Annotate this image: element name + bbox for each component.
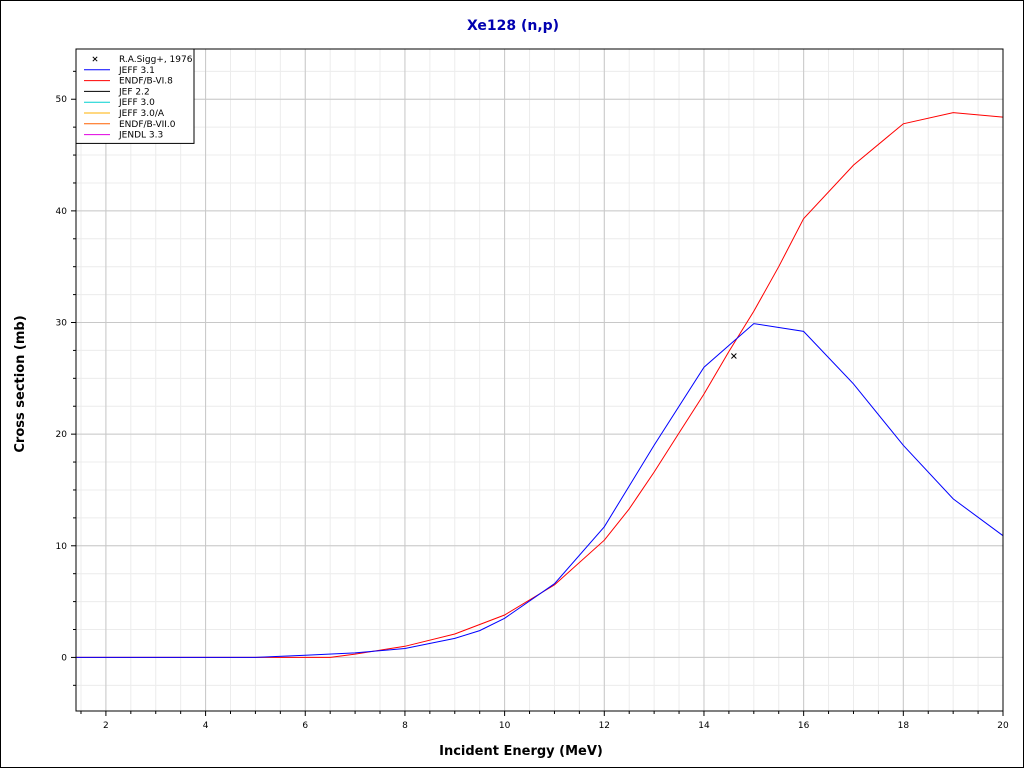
plot-border [75, 48, 1004, 712]
legend-item: ENDF/B-VII.0 [84, 120, 176, 130]
x-tick-label: 16 [798, 721, 810, 731]
plot-area [76, 49, 1003, 711]
legend-item: R.A.Sigg+, 1976 [92, 55, 193, 65]
series-layer [76, 112, 1004, 658]
legend-item: JEFF 3.0/A [84, 109, 165, 119]
x-tick-label: 14 [698, 721, 710, 731]
y-axis-ticks: 0 10 20 30 40 50 [56, 70, 76, 686]
y-tick-label: 50 [56, 95, 68, 105]
series-line-endf-b-vi-8 [76, 112, 1004, 658]
legend-label: JEFF 3.0/A [118, 109, 165, 119]
legend-label: JEFF 3.1 [118, 66, 155, 76]
y-tick-label: 10 [56, 542, 68, 552]
legend-box [75, 48, 195, 144]
points-layer [731, 353, 737, 359]
x-tick-label: 20 [997, 721, 1009, 731]
legend-item: JEFF 3.0 [84, 98, 155, 108]
x-tick-label: 10 [499, 721, 511, 731]
legend-label: JEFF 3.0 [118, 98, 155, 108]
legend-label: ENDF/B-VII.0 [119, 120, 176, 130]
y-axis-label: Cross section (mb) [13, 315, 28, 452]
legend-item: JENDL 3.3 [84, 131, 163, 141]
y-tick-label: 20 [56, 430, 68, 440]
y-tick-label: 40 [56, 207, 68, 217]
series-line-jeff-3-1 [76, 323, 1004, 658]
x-tick-label: 18 [898, 721, 910, 731]
legend-item: ENDF/B-VI.8 [84, 77, 173, 87]
legend-label: ENDF/B-VI.8 [119, 77, 173, 87]
legend-label: JENDL 3.3 [118, 131, 163, 141]
legend-item: JEFF 3.1 [84, 66, 155, 76]
x-tick-label: 12 [599, 721, 610, 731]
legend-swatch [92, 56, 98, 62]
legend-label: R.A.Sigg+, 1976 [119, 55, 193, 65]
y-tick-label: 30 [56, 319, 68, 329]
x-tick-label: 6 [302, 721, 308, 731]
chart-title: Xe128 (n,p) [467, 18, 559, 34]
legend-item: JEF 2.2 [84, 87, 150, 97]
x-axis-ticks: 2 4 6 8 10 12 14 16 18 20 [80, 711, 1009, 731]
y-tick-label: 0 [61, 653, 67, 663]
x-tick-label: 8 [402, 721, 408, 731]
x-axis-label: Incident Energy (MeV) [439, 744, 603, 759]
legend-label: JEF 2.2 [118, 87, 150, 97]
x-tick-label: 2 [103, 721, 109, 731]
data-point-marker [731, 353, 737, 359]
x-tick-label: 4 [203, 721, 209, 731]
